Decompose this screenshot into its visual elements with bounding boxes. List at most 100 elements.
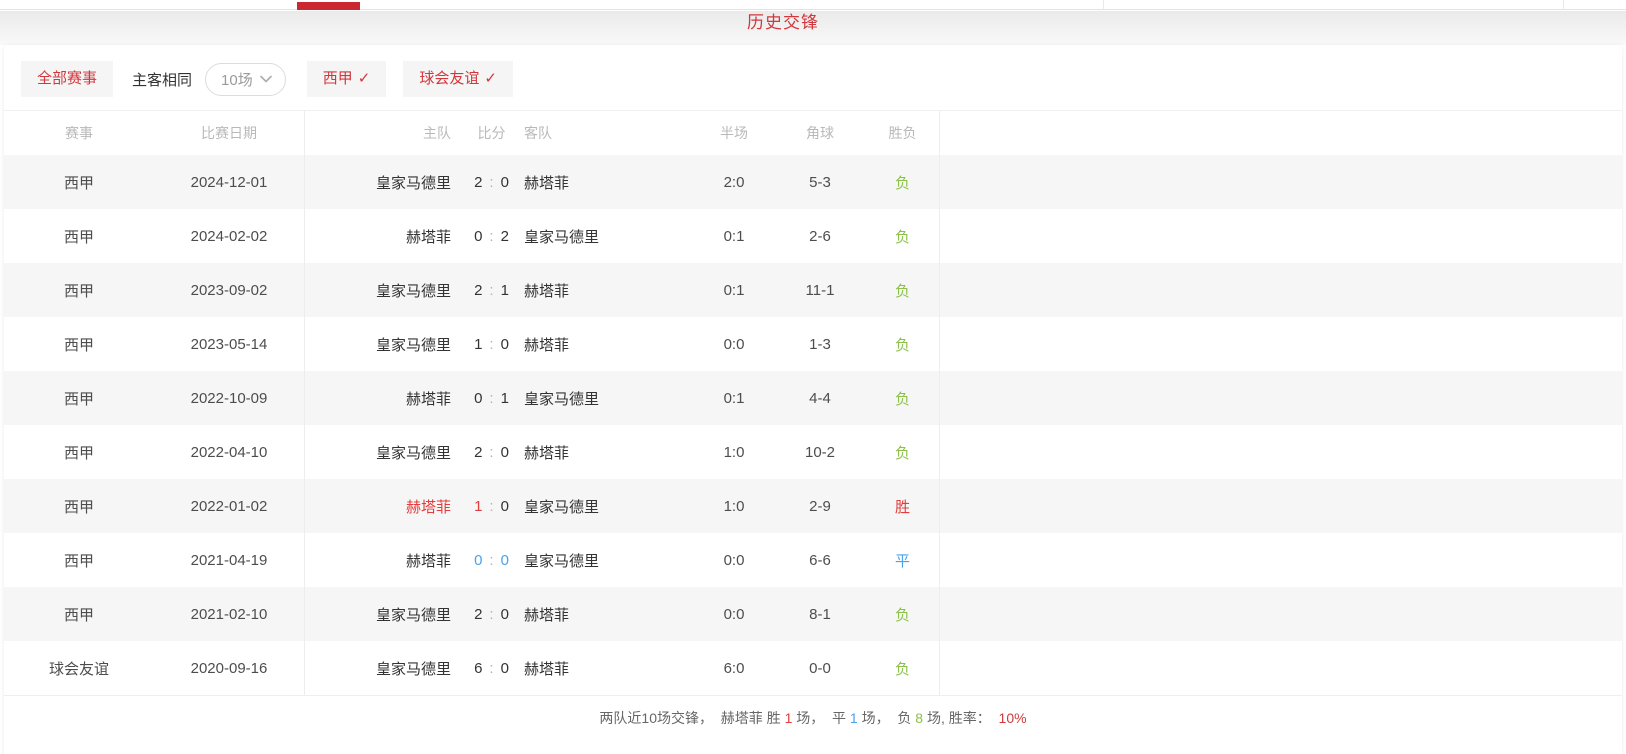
corners-cell: 5-3 bbox=[809, 173, 831, 191]
score-separator: : bbox=[489, 551, 494, 569]
score-separator: : bbox=[489, 659, 494, 677]
table-row[interactable]: 西甲 2022-01-02 赫塔菲 1 : 0 皇家马德里 1:0 2-9 胜 bbox=[4, 479, 1622, 533]
score-cell: 0 : 0 bbox=[459, 533, 524, 587]
table-row[interactable]: 西甲 2024-12-01 皇家马德里 2 : 0 赫塔菲 2:0 5-3 负 bbox=[4, 155, 1622, 209]
chevron-down-icon bbox=[259, 75, 272, 83]
score-separator: : bbox=[489, 497, 494, 515]
check-icon: ✓ bbox=[357, 70, 371, 87]
corners-cell: 1-3 bbox=[809, 335, 831, 353]
table-row[interactable]: 西甲 2022-10-09 赫塔菲 0 : 1 皇家马德里 0:1 4-4 负 bbox=[4, 371, 1622, 425]
home-away-same-label: 主客相同 bbox=[132, 71, 193, 89]
filler-cell bbox=[940, 587, 1622, 641]
away-score: 0 bbox=[500, 551, 509, 569]
league-cell: 西甲 bbox=[63, 282, 94, 300]
away-team-cell: 皇家马德里 bbox=[524, 498, 600, 516]
date-cell: 2024-02-02 bbox=[154, 209, 305, 263]
header-away: 客队 bbox=[524, 125, 552, 141]
table-row[interactable]: 球会友谊 2020-09-16 皇家马德里 6 : 0 赫塔菲 6:0 0-0 … bbox=[4, 641, 1622, 695]
halftime-cell: 0:0 bbox=[723, 605, 745, 623]
filler-cell bbox=[940, 263, 1622, 317]
home-team-cell: 皇家马德里 bbox=[375, 606, 451, 624]
filler-cell bbox=[940, 155, 1622, 209]
away-team-cell: 赫塔菲 bbox=[524, 660, 570, 678]
table-row[interactable]: 西甲 2024-02-02 赫塔菲 0 : 2 皇家马德里 0:1 2-6 负 bbox=[4, 209, 1622, 263]
table-row[interactable]: 西甲 2021-02-10 皇家马德里 2 : 0 赫塔菲 0:0 8-1 负 bbox=[4, 587, 1622, 641]
result-cell: 负 bbox=[866, 425, 940, 479]
result-cell: 负 bbox=[866, 641, 940, 695]
corners-cell: 10-2 bbox=[804, 443, 836, 461]
summary-segment: 1 bbox=[849, 710, 858, 726]
friendly-filter-button[interactable]: 球会友谊 ✓ bbox=[403, 61, 513, 97]
halftime-cell: 2:0 bbox=[723, 173, 745, 191]
corners-cell: 4-4 bbox=[809, 389, 831, 407]
away-team-cell: 赫塔菲 bbox=[524, 336, 570, 354]
corners-cell: 6-6 bbox=[809, 551, 831, 569]
home-team-cell: 皇家马德里 bbox=[375, 660, 451, 678]
corners-cell: 11-1 bbox=[805, 281, 835, 299]
league-cell: 西甲 bbox=[63, 444, 94, 462]
home-score: 1 bbox=[474, 497, 483, 515]
league-filter-button[interactable]: 西甲 ✓ bbox=[306, 61, 387, 97]
score-separator: : bbox=[489, 281, 494, 299]
home-score: 6 bbox=[474, 659, 483, 677]
table-row[interactable]: 西甲 2021-04-19 赫塔菲 0 : 0 皇家马德里 0:0 6-6 平 bbox=[4, 533, 1622, 587]
header-score: 比分 bbox=[477, 125, 506, 141]
section-title-band: 历史交锋 bbox=[0, 11, 1626, 45]
summary-segment: 场， 平 bbox=[792, 710, 850, 726]
header-league: 赛事 bbox=[65, 125, 93, 141]
score-cell: 1 : 0 bbox=[459, 479, 524, 533]
all-events-button[interactable]: 全部赛事 bbox=[21, 61, 114, 97]
score-cell: 2 : 0 bbox=[459, 155, 524, 209]
halftime-cell: 1:0 bbox=[723, 497, 745, 515]
halftime-cell: 0:1 bbox=[723, 281, 745, 299]
summary-segment: 场, 胜率： bbox=[923, 710, 999, 726]
date-cell: 2023-05-14 bbox=[154, 317, 305, 371]
filler-cell bbox=[940, 425, 1622, 479]
result-cell: 负 bbox=[866, 209, 940, 263]
result-cell: 负 bbox=[866, 371, 940, 425]
result-cell: 胜 bbox=[866, 479, 940, 533]
table-row[interactable]: 西甲 2023-05-14 皇家马德里 1 : 0 赫塔菲 0:0 1-3 负 bbox=[4, 317, 1622, 371]
league-cell: 西甲 bbox=[63, 336, 94, 354]
score-cell: 2 : 1 bbox=[459, 263, 524, 317]
away-score: 0 bbox=[500, 173, 509, 191]
league-filter-label: 西甲 bbox=[322, 70, 353, 87]
date-cell: 2022-04-10 bbox=[154, 425, 305, 479]
friendly-filter-label: 球会友谊 bbox=[419, 70, 480, 87]
score-cell: 2 : 0 bbox=[459, 587, 524, 641]
match-count-select[interactable]: 10场 bbox=[205, 62, 286, 96]
tab-separator bbox=[1563, 0, 1564, 9]
halftime-cell: 0:1 bbox=[723, 389, 745, 407]
league-cell: 西甲 bbox=[63, 606, 94, 624]
filler-cell bbox=[940, 479, 1622, 533]
away-score: 0 bbox=[500, 335, 509, 353]
table-row[interactable]: 西甲 2023-09-02 皇家马德里 2 : 1 赫塔菲 0:1 11-1 负 bbox=[4, 263, 1622, 317]
league-cell: 西甲 bbox=[63, 390, 94, 408]
table-row[interactable]: 西甲 2022-04-10 皇家马德里 2 : 0 赫塔菲 1:0 10-2 负 bbox=[4, 425, 1622, 479]
filler-cell bbox=[940, 371, 1622, 425]
away-score: 0 bbox=[500, 605, 509, 623]
away-team-cell: 赫塔菲 bbox=[524, 606, 570, 624]
result-cell: 负 bbox=[866, 317, 940, 371]
summary-segment: 10% bbox=[998, 710, 1027, 726]
score-separator: : bbox=[489, 173, 494, 191]
halftime-cell: 0:0 bbox=[723, 551, 745, 569]
halftime-cell: 1:0 bbox=[723, 443, 745, 461]
summary-segment: 8 bbox=[915, 710, 924, 726]
score-separator: : bbox=[489, 227, 494, 245]
table-body: 西甲 2024-12-01 皇家马德里 2 : 0 赫塔菲 2:0 5-3 负 … bbox=[4, 155, 1622, 695]
league-cell: 球会友谊 bbox=[48, 660, 109, 678]
score-cell: 6 : 0 bbox=[459, 641, 524, 695]
score-cell: 0 : 1 bbox=[459, 371, 524, 425]
page-title: 历史交锋 bbox=[747, 13, 819, 32]
away-team-cell: 皇家马德里 bbox=[524, 390, 600, 408]
date-cell: 2024-12-01 bbox=[154, 155, 305, 209]
home-team-cell: 皇家马德里 bbox=[375, 336, 451, 354]
league-cell: 西甲 bbox=[63, 552, 94, 570]
corners-cell: 0-0 bbox=[809, 659, 831, 677]
halftime-cell: 0:1 bbox=[723, 227, 745, 245]
away-team-cell: 赫塔菲 bbox=[524, 444, 570, 462]
header-filler bbox=[940, 111, 1622, 155]
home-team-cell: 皇家马德里 bbox=[375, 282, 451, 300]
home-team-cell: 赫塔菲 bbox=[405, 498, 451, 516]
